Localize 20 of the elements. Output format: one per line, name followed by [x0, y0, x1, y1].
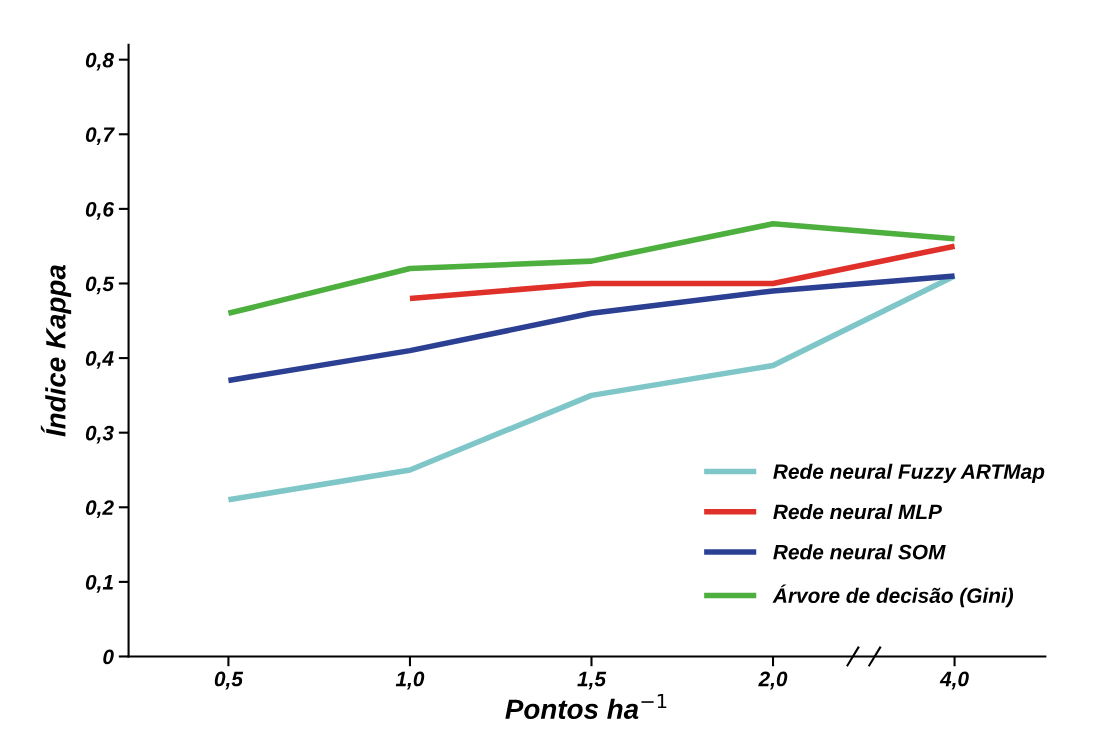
y-tick-label: 0,4 — [85, 351, 114, 369]
y-axis-title: Índice Kappa — [40, 264, 72, 437]
y-tick-label: 0 — [103, 649, 114, 665]
y-tick-label: 0,3 — [85, 425, 114, 444]
x-tick-label: 1,0 — [395, 671, 425, 690]
legend-label: Árvore de decisão (Gini) — [772, 584, 1014, 608]
y-tick-label: 0,1 — [85, 574, 113, 593]
x-tick-label: 2,0 — [758, 671, 788, 690]
y-tick-label: 0,7 — [85, 127, 115, 146]
legend-label: Rede neural SOM — [773, 544, 946, 560]
x-axis-title: Pontos ha$^{−1}$ — [505, 693, 667, 720]
x-tick-label: 1,5 — [577, 671, 607, 690]
legend-label: Rede neural MLP — [773, 503, 942, 520]
x-tick-label: 0,5 — [214, 671, 244, 690]
y-tick-label: 0,8 — [85, 52, 114, 71]
y-tick-label: 0,5 — [85, 276, 115, 295]
y-tick-label: 0,2 — [85, 500, 114, 519]
y-tick-label: 0,6 — [85, 201, 115, 220]
x-tick-label: 4,0 — [939, 671, 969, 690]
legend-label: Rede neural Fuzzy ARTMap — [773, 463, 1045, 484]
